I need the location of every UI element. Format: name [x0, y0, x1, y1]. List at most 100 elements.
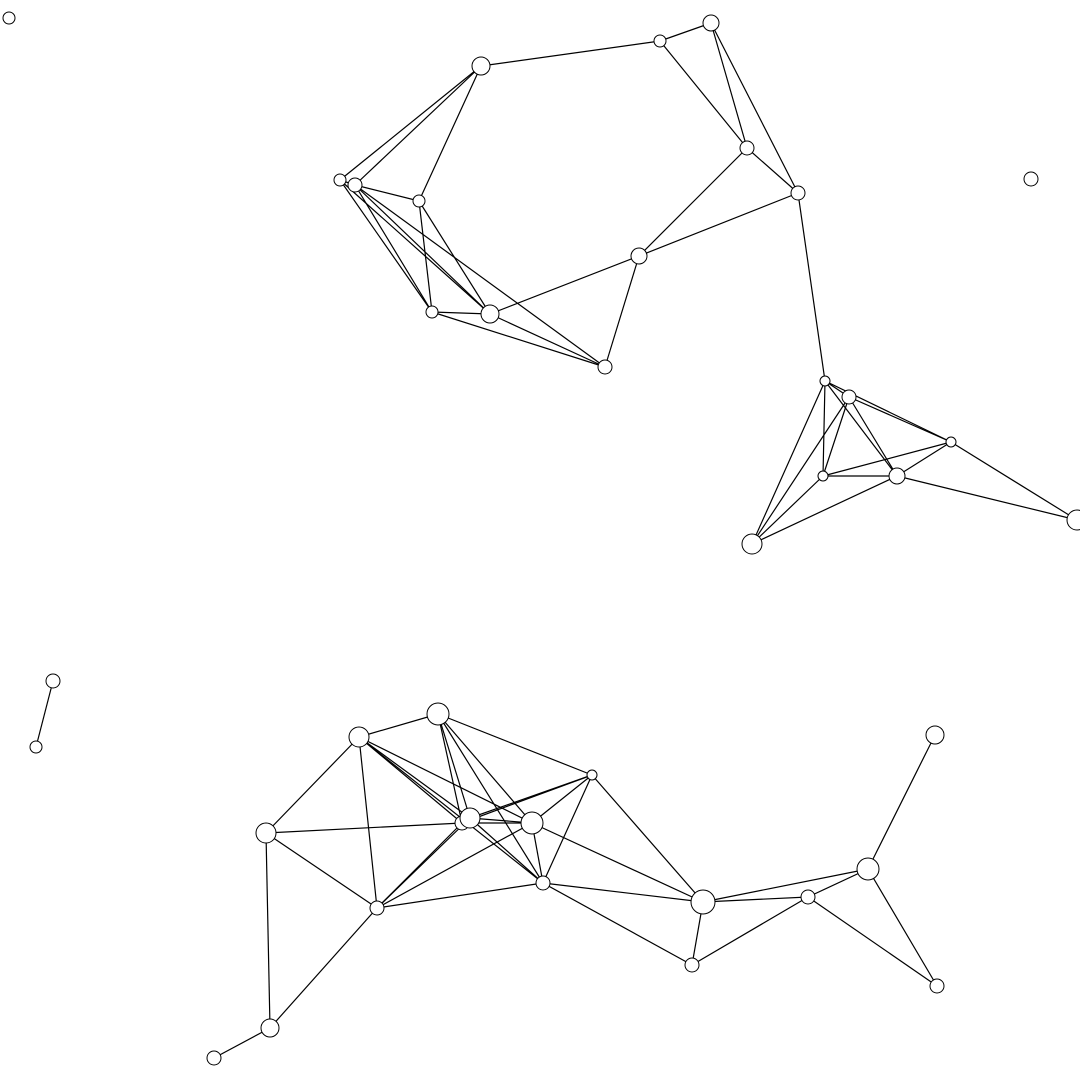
graph-edge: [489, 313, 606, 368]
graph-node: [841, 389, 857, 405]
graph-edge: [702, 896, 809, 903]
graph-node: [1023, 171, 1039, 187]
graph-node: [333, 173, 347, 187]
graph-edge: [461, 774, 593, 824]
graph-edge: [710, 22, 748, 149]
graph-edge: [376, 882, 544, 909]
graph-edge: [489, 255, 640, 315]
graph-edge: [354, 65, 482, 186]
graph-edge: [418, 65, 482, 202]
graph-node: [586, 769, 598, 781]
graph-edge: [751, 475, 898, 545]
graph-edge: [358, 736, 544, 884]
graph-edge: [35, 680, 54, 748]
graph-node: [425, 305, 439, 319]
graph-node: [630, 247, 648, 265]
graph-edge: [746, 147, 799, 194]
graph-edge: [358, 713, 439, 738]
graph-node: [255, 822, 277, 844]
graph-edge: [848, 396, 898, 477]
graph-edge: [339, 179, 433, 313]
graph-node: [929, 978, 945, 994]
graph-edge: [542, 774, 593, 884]
graph-node: [739, 140, 755, 156]
graph-node: [347, 177, 363, 193]
graph-edge: [751, 475, 824, 545]
graph-node: [653, 34, 667, 48]
graph-node: [426, 702, 450, 726]
graph-node: [945, 436, 957, 448]
graph-edge: [591, 774, 704, 903]
graph-edge: [358, 736, 471, 819]
graph-edge: [542, 882, 704, 903]
graph-edge: [638, 147, 748, 257]
graph-edge: [751, 380, 826, 545]
graph-node: [888, 467, 906, 485]
graph-edge: [354, 184, 606, 368]
graph-edge: [531, 774, 593, 824]
graph-edge: [659, 40, 748, 149]
graph-node: [819, 375, 831, 387]
graph-node: [856, 857, 880, 881]
graph-edge: [822, 380, 826, 477]
graph-node: [29, 740, 43, 754]
graph-edge: [376, 822, 533, 909]
graph-node: [348, 726, 370, 748]
graph-edge: [358, 736, 378, 909]
graph-edge: [710, 22, 799, 194]
graph-edge: [604, 255, 640, 368]
graph-edge: [431, 311, 491, 315]
graph-node: [206, 1050, 222, 1066]
graph-edge: [751, 396, 850, 545]
graph-edge: [213, 1027, 271, 1059]
graph-node: [817, 470, 829, 482]
graph-edge: [437, 713, 463, 824]
graph-edge: [469, 817, 544, 884]
graph-node: [260, 1018, 280, 1038]
graph-edge: [822, 441, 952, 477]
graph-edge: [480, 40, 661, 67]
graph-node: [535, 875, 551, 891]
graph-edge: [437, 713, 533, 824]
graph-node: [520, 811, 544, 835]
graph-node: [412, 194, 426, 208]
graph-edge: [896, 441, 952, 477]
graph-edge: [797, 192, 826, 382]
graph-edge: [702, 868, 869, 903]
graph-edge: [867, 734, 936, 870]
graph-edge: [437, 713, 593, 776]
graph-edge: [638, 192, 799, 257]
graph-node: [480, 304, 500, 324]
graph-node: [471, 56, 491, 76]
graph-node: [702, 14, 720, 32]
graph-edge: [848, 396, 952, 443]
graph-edge: [437, 713, 471, 819]
graph-edge: [542, 882, 693, 966]
graph-node: [690, 889, 716, 915]
graph-node: [2, 11, 16, 25]
graph-edge: [269, 907, 378, 1029]
graph-edge: [358, 736, 533, 824]
graph-node: [790, 185, 806, 201]
graph-edge: [354, 184, 420, 202]
graph-edge: [867, 868, 938, 987]
graph-edge: [265, 832, 271, 1029]
graph-edge: [822, 396, 850, 477]
graph-node: [684, 957, 700, 973]
graph-node: [741, 533, 763, 555]
graph-node: [1066, 509, 1080, 531]
graph-node: [45, 673, 61, 689]
graph-edge: [339, 65, 482, 181]
graph-edge: [807, 896, 938, 987]
edges-layer: [35, 22, 1078, 1059]
nodes-layer: [2, 11, 1080, 1066]
graph-edge: [354, 184, 433, 313]
graph-edge: [265, 832, 378, 909]
graph-edge: [418, 200, 491, 315]
graph-edge: [659, 22, 712, 42]
graph-node: [597, 359, 613, 375]
graph-node: [459, 807, 481, 829]
graph-edge: [431, 311, 606, 368]
graph-node: [800, 889, 816, 905]
